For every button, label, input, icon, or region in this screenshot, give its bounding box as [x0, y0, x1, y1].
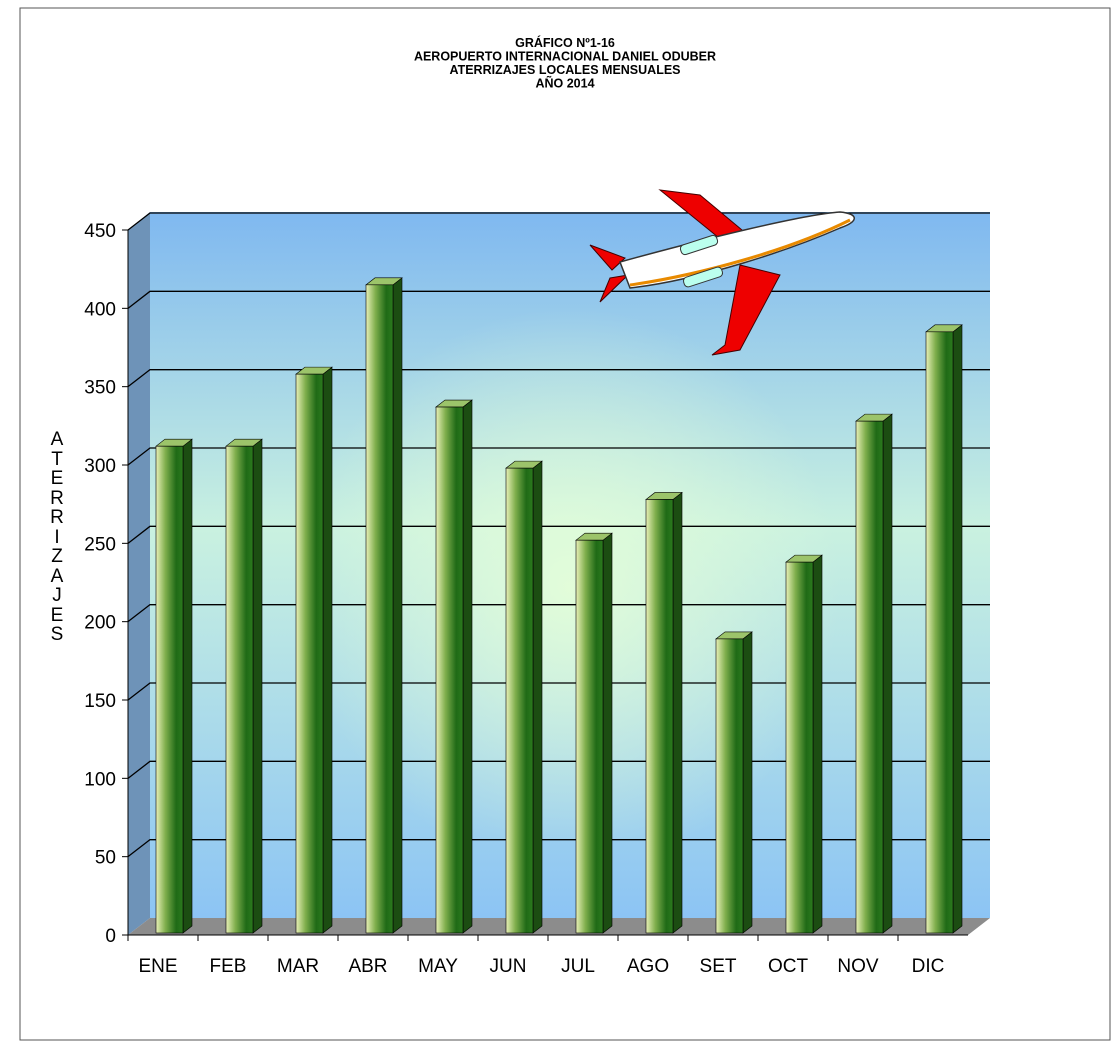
- chart-title: GRÁFICO Nº1-16: [515, 35, 615, 50]
- bar: [925, 331, 954, 934]
- bar-side: [602, 532, 613, 934]
- y-tick-label: 200: [84, 613, 116, 634]
- bar: [715, 638, 744, 934]
- grid-line: [127, 760, 990, 779]
- bar-group: [715, 631, 753, 934]
- y-axis-label: ATERRIZAJES: [50, 429, 64, 645]
- grid-line: [127, 369, 990, 388]
- x-tick-label: ENE: [138, 956, 177, 977]
- y-tick-label: 250: [84, 534, 116, 555]
- x-tick-label: SET: [700, 956, 737, 977]
- bar-group: [855, 413, 893, 934]
- y-tick-label: 350: [84, 378, 116, 399]
- airplane-icon: [589, 189, 855, 356]
- bar-group: [435, 399, 473, 934]
- bar: [435, 406, 464, 934]
- y-tick-label: 150: [84, 691, 116, 712]
- bar-side: [182, 438, 193, 934]
- floor: [128, 918, 990, 935]
- bar-side: [742, 631, 753, 934]
- chart-title: ATERRIZAJES LOCALES MENSUALES: [449, 63, 680, 77]
- bar-side: [252, 438, 263, 934]
- x-tick-label: ABR: [348, 956, 387, 977]
- x-tick-label: MAR: [277, 956, 319, 977]
- x-tick-label: JUL: [561, 956, 595, 977]
- x-tick-label: JUN: [490, 956, 527, 977]
- x-tick-label: AGO: [627, 956, 669, 977]
- bar-side: [812, 554, 823, 934]
- y-tick-label: 450: [84, 221, 116, 242]
- bar: [505, 467, 534, 934]
- y-tick-label: 400: [84, 299, 116, 320]
- bar: [155, 445, 184, 934]
- bar: [645, 499, 674, 934]
- bar: [365, 284, 394, 934]
- bar-side: [392, 277, 403, 934]
- x-tick-label: OCT: [768, 956, 809, 977]
- x-tick-label: MAY: [418, 956, 458, 977]
- bar-group: [365, 277, 403, 934]
- grid-line: [127, 682, 990, 701]
- bar-group: [505, 460, 543, 934]
- bar-side: [462, 399, 473, 934]
- bar: [855, 420, 884, 934]
- bar-group: [225, 438, 263, 934]
- bar-group: [575, 532, 613, 934]
- grid-line: [127, 290, 990, 309]
- grid-line: [127, 839, 990, 858]
- bar: [295, 373, 324, 934]
- bar-group: [925, 324, 963, 934]
- bar-group: [645, 491, 683, 934]
- bar-group: [295, 366, 333, 934]
- x-tick-label: DIC: [912, 956, 945, 977]
- bar-side: [672, 491, 683, 934]
- y-tick-label: 50: [95, 848, 116, 869]
- grid-line: [127, 525, 990, 544]
- chart-title: AÑO 2014: [535, 76, 594, 91]
- bar-side: [322, 366, 333, 934]
- bar: [225, 445, 254, 934]
- bar: [575, 539, 604, 934]
- y-tick-label: 300: [84, 456, 116, 477]
- grid-line: [127, 604, 990, 623]
- bar-side: [952, 324, 963, 934]
- side-wall: [128, 212, 150, 935]
- bar-group: [785, 554, 823, 934]
- bar: [785, 561, 814, 934]
- chart-title: AEROPUERTO INTERNACIONAL DANIEL ODUBER: [414, 50, 716, 64]
- x-tick-label: NOV: [837, 956, 879, 977]
- grid-line: [127, 447, 990, 466]
- y-tick-label: 0: [105, 926, 116, 947]
- bar-side: [882, 413, 893, 934]
- bar-group: [155, 438, 193, 934]
- x-tick-label: FEB: [210, 956, 247, 977]
- y-tick-label: 100: [84, 769, 116, 790]
- bar-side: [532, 460, 543, 934]
